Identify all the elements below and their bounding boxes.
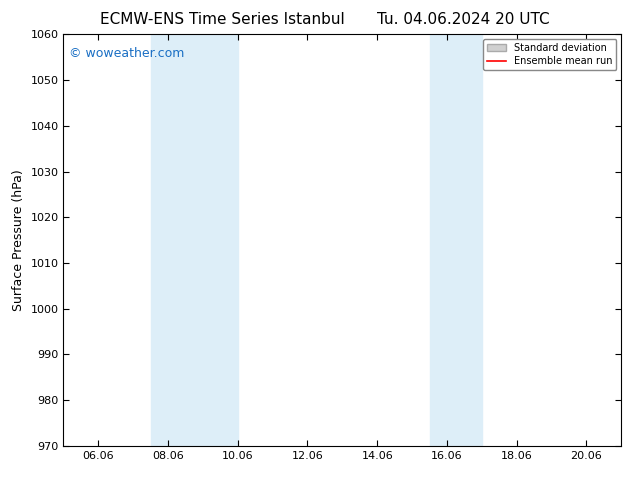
Text: Tu. 04.06.2024 20 UTC: Tu. 04.06.2024 20 UTC <box>377 12 549 27</box>
Legend: Standard deviation, Ensemble mean run: Standard deviation, Ensemble mean run <box>483 39 616 70</box>
Text: © woweather.com: © woweather.com <box>69 47 184 60</box>
Bar <box>430 34 482 446</box>
Text: ECMW-ENS Time Series Istanbul: ECMW-ENS Time Series Istanbul <box>100 12 344 27</box>
Bar <box>150 34 238 446</box>
Y-axis label: Surface Pressure (hPa): Surface Pressure (hPa) <box>12 169 25 311</box>
